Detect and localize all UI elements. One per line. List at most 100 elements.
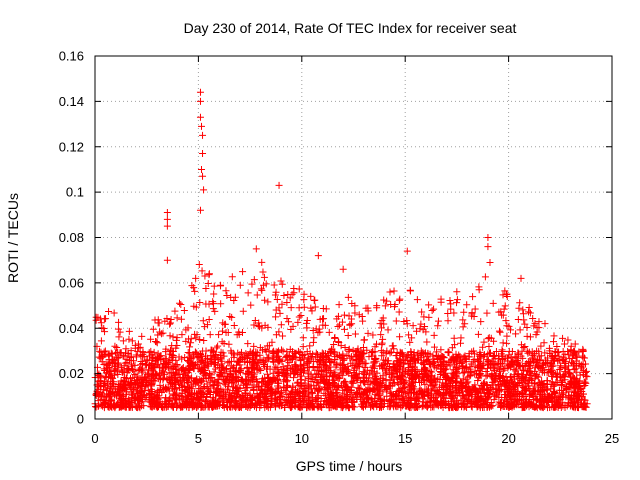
data-point [185, 335, 193, 343]
data-point [501, 302, 509, 310]
data-point [535, 318, 543, 326]
data-point [555, 401, 563, 409]
data-point [355, 362, 363, 370]
data-point [468, 396, 476, 404]
data-point [525, 398, 533, 406]
data-point [379, 348, 387, 356]
data-point [242, 401, 250, 409]
data-point [517, 352, 525, 360]
data-point [269, 374, 277, 382]
data-point [334, 323, 342, 331]
data-point [568, 401, 576, 409]
data-point [163, 375, 171, 383]
data-point [430, 305, 438, 313]
data-point [136, 343, 144, 351]
data-point [381, 302, 389, 310]
data-point [495, 327, 503, 335]
data-point [287, 304, 295, 312]
data-point [214, 361, 222, 369]
data-point [349, 379, 357, 387]
data-point [236, 281, 244, 289]
data-point [326, 357, 334, 365]
data-point [224, 385, 232, 393]
data-point [97, 319, 105, 327]
data-point [354, 345, 362, 353]
data-point [156, 363, 164, 371]
data-point [268, 386, 276, 394]
x-tick-label: 20 [501, 431, 515, 446]
data-point [148, 359, 156, 367]
data-point [554, 392, 562, 400]
data-point [539, 404, 547, 412]
data-point [386, 288, 394, 296]
data-point [216, 371, 224, 379]
data-point [333, 361, 341, 369]
data-point [103, 368, 111, 376]
data-point [260, 273, 268, 281]
data-point [178, 365, 186, 373]
data-point [521, 385, 529, 393]
data-point [421, 364, 429, 372]
data-point [541, 349, 549, 357]
data-point [560, 340, 568, 348]
data-point [262, 348, 270, 356]
x-tick-label: 5 [195, 431, 202, 446]
data-point [373, 302, 381, 310]
data-point [131, 394, 139, 402]
data-point [191, 348, 199, 356]
data-point [300, 368, 308, 376]
data-point [522, 399, 530, 407]
data-point [480, 338, 488, 346]
data-point [386, 349, 394, 357]
data-point [460, 308, 468, 316]
data-point [294, 347, 302, 355]
data-point [171, 307, 179, 315]
data-point [396, 295, 404, 303]
data-point [309, 327, 317, 335]
data-point [444, 382, 452, 390]
data-point [419, 326, 427, 334]
data-point [264, 323, 272, 331]
data-point [519, 391, 527, 399]
data-point [429, 393, 437, 401]
data-point [277, 346, 285, 354]
data-point [234, 377, 242, 385]
data-point [453, 288, 461, 296]
data-point [306, 342, 314, 350]
data-point [387, 389, 395, 397]
data-point [531, 319, 539, 327]
tick-labels: 0 5 10 15 20 25 0 0.02 0.04 0.06 0.08 0.1 0.12 0.14 0.… [59, 49, 620, 447]
data-point [295, 285, 303, 293]
data-point [561, 401, 569, 409]
data-point [119, 368, 127, 376]
data-point [406, 338, 414, 346]
data-point [548, 366, 556, 374]
data-point [573, 353, 581, 361]
data-point [506, 362, 514, 370]
data-point [211, 360, 219, 368]
data-point [192, 274, 200, 282]
data-point [120, 385, 128, 393]
data-point [165, 369, 173, 377]
data-point [229, 364, 237, 372]
data-point-outlier [163, 222, 171, 230]
data-point [181, 353, 189, 361]
data-point [251, 317, 259, 325]
data-point [351, 309, 359, 317]
data-point [564, 392, 572, 400]
data-point [328, 345, 336, 353]
data-point [205, 369, 213, 377]
data-point [94, 374, 102, 382]
data-point [393, 395, 401, 403]
data-point [353, 388, 361, 396]
data-point [100, 324, 108, 332]
data-point [458, 392, 466, 400]
data-point [261, 296, 269, 304]
data-point [345, 347, 353, 355]
data-point [420, 313, 428, 321]
data-point [528, 376, 536, 384]
data-point [485, 349, 493, 357]
data-point [309, 373, 317, 381]
data-point [241, 389, 249, 397]
data-point [152, 371, 160, 379]
